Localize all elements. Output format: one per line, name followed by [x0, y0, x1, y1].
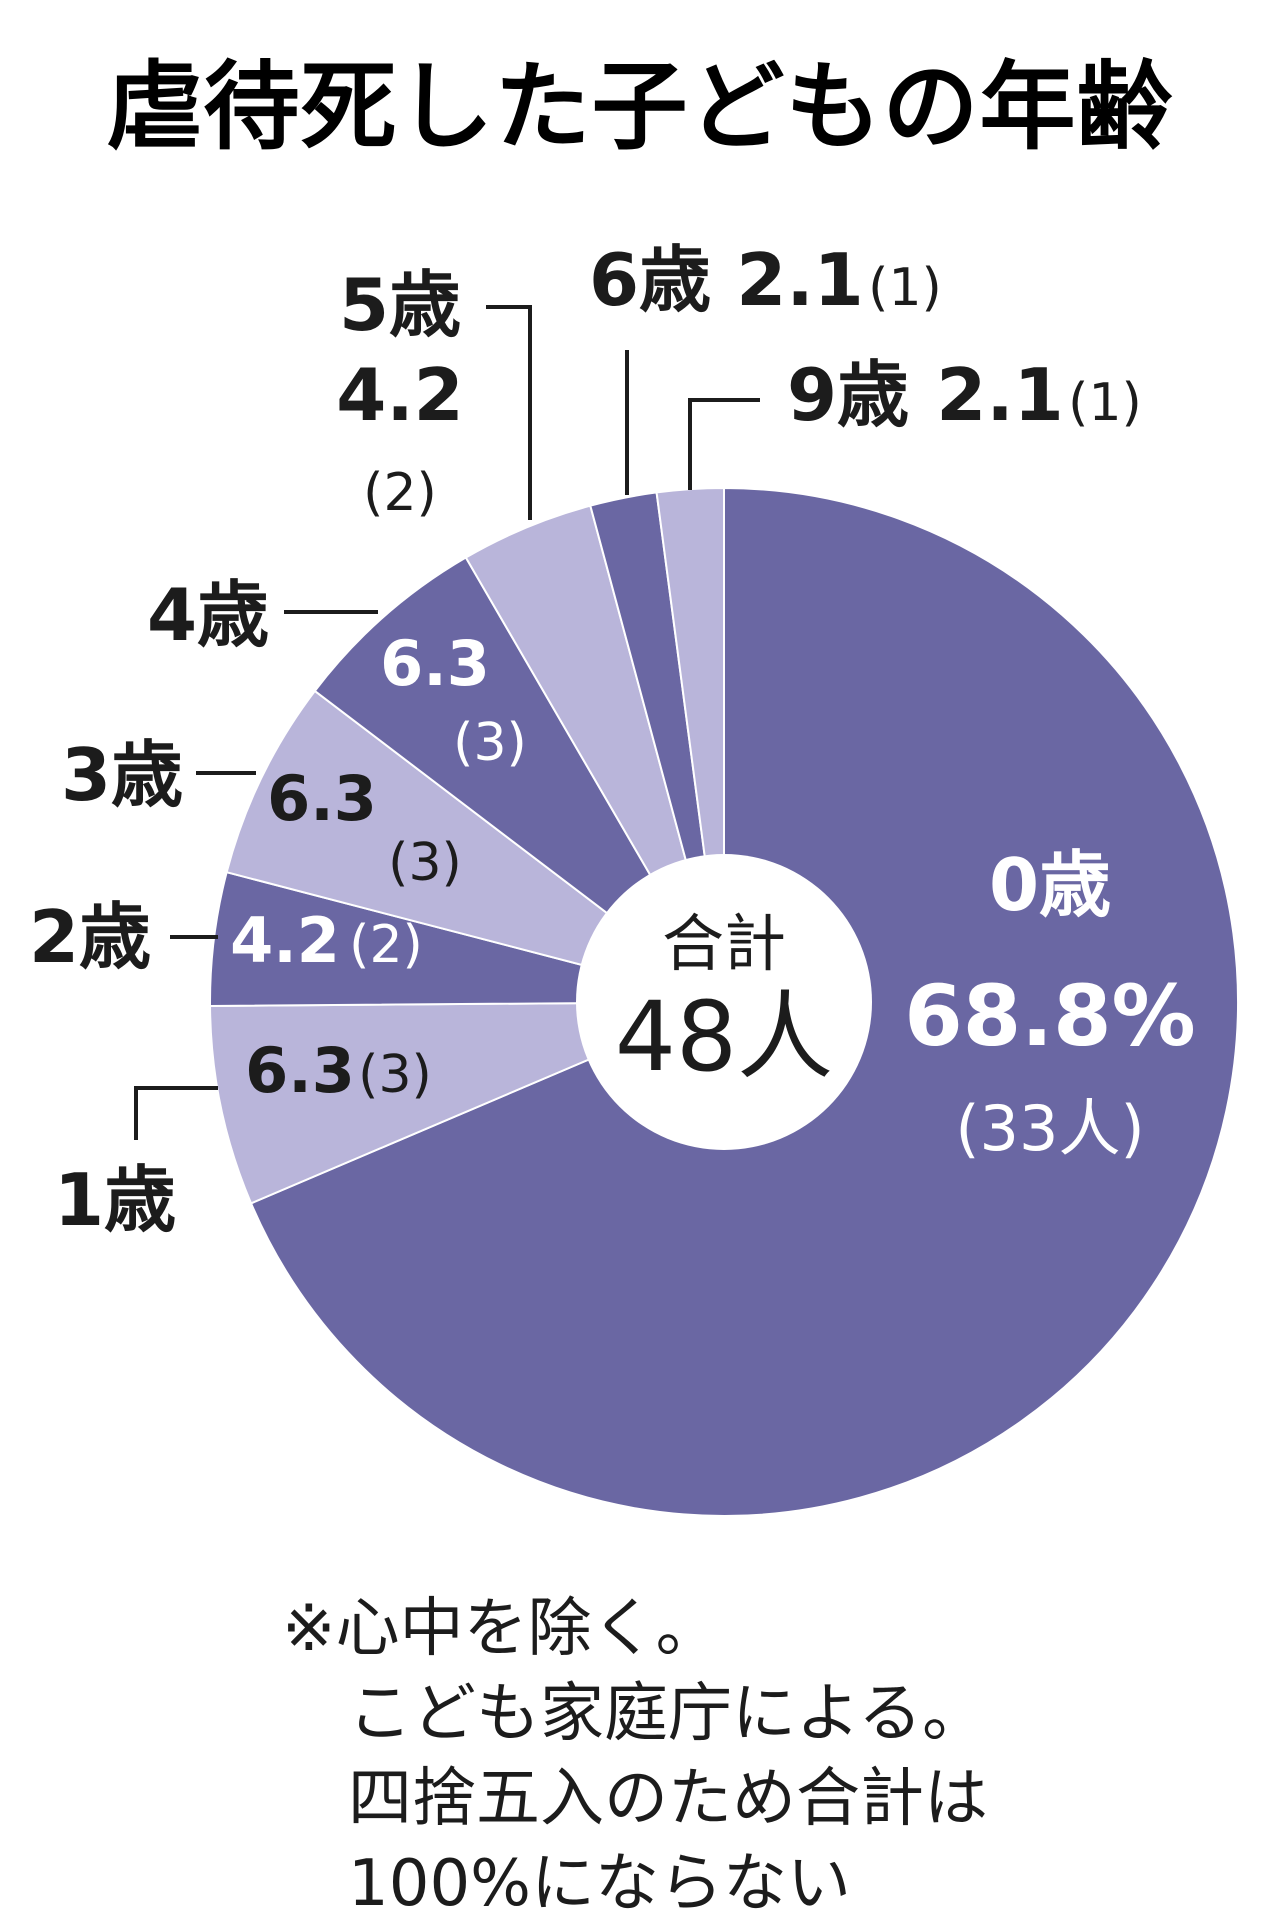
note-line-2: こども家庭庁による。 [348, 1677, 986, 1751]
pie-slice-4歳 [313, 556, 725, 1003]
slice-count-0: (33人) [955, 1092, 1144, 1165]
slice-label-0: 0歳 [989, 843, 1111, 927]
note-line-4: 100%にならない [348, 1847, 851, 1921]
slice-label-5: 5歳 [339, 263, 461, 347]
note-line-3: 四捨五入のため合計は [348, 1762, 988, 1836]
slice-count-6: (1) [868, 258, 942, 318]
slice-value-9: 2.1 [936, 353, 1064, 437]
slice-value-1: 6.3 [245, 1034, 355, 1107]
slice-label-3: 3歳 [61, 733, 183, 817]
slice-count-2: (2) [349, 915, 423, 975]
slice-label-9: 9歳 [787, 353, 909, 437]
slice-label-1: 1歳 [54, 1158, 176, 1242]
slice-label-4: 4歳 [147, 573, 269, 657]
chart-title: 虐待死した子どもの年齢 [107, 51, 1174, 163]
slice-label-6: 6歳 [589, 238, 711, 322]
slice-value-5: 4.2 [336, 353, 464, 437]
slice-count-3: (3) [388, 833, 462, 893]
slice-value-3: 6.3 [267, 762, 377, 835]
leader-line-1 [134, 1086, 218, 1140]
slice-count-5: (2) [363, 463, 437, 523]
center-hole [576, 854, 872, 1150]
slice-value-4: 6.3 [380, 627, 490, 700]
slice-value-2: 4.2 [230, 904, 340, 977]
slice-label-2: 2歳 [29, 895, 151, 979]
center-total: 48人 [615, 981, 833, 1093]
slice-value-0: 68.8% [904, 967, 1195, 1065]
slice-value-6: 2.1 [736, 238, 864, 322]
leader-line-9 [688, 398, 760, 490]
slice-count-4: (3) [453, 713, 527, 773]
leader-line-5 [486, 305, 532, 520]
slice-count-9: (1) [1068, 373, 1142, 433]
note-line-1: ※心中を除く。 [282, 1592, 720, 1666]
slice-count-1: (3) [358, 1045, 432, 1105]
center-label: 合計 [662, 907, 786, 980]
